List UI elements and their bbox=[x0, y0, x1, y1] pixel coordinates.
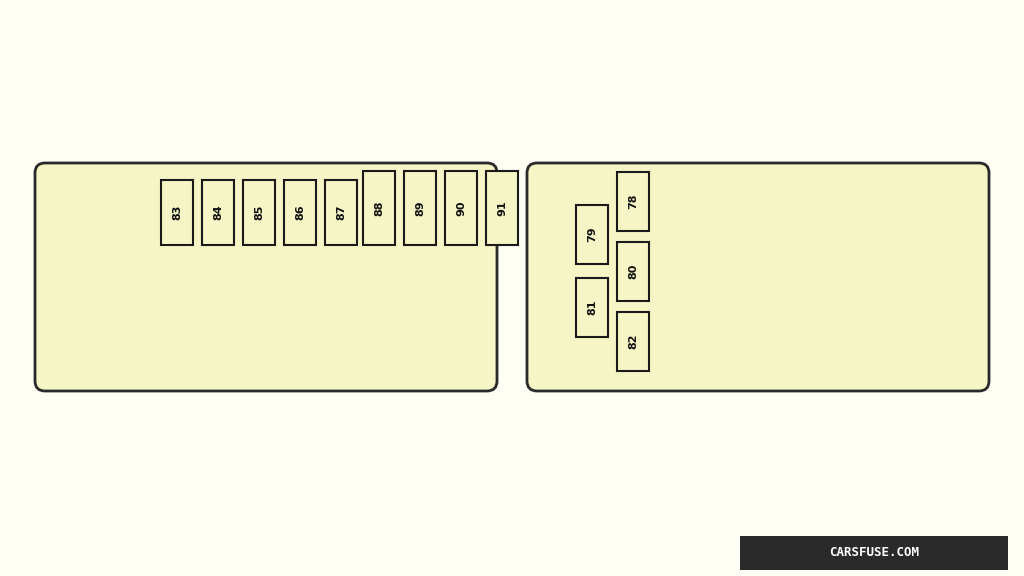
Text: 85: 85 bbox=[254, 205, 264, 220]
FancyBboxPatch shape bbox=[575, 205, 608, 264]
Text: 90: 90 bbox=[456, 200, 466, 216]
FancyBboxPatch shape bbox=[284, 180, 316, 245]
Text: 91: 91 bbox=[497, 200, 507, 216]
Text: 88: 88 bbox=[374, 200, 384, 216]
Text: CARSFUSE.COM: CARSFUSE.COM bbox=[829, 547, 919, 559]
Text: 78: 78 bbox=[628, 194, 638, 209]
Text: 87: 87 bbox=[336, 204, 346, 220]
FancyBboxPatch shape bbox=[740, 536, 1008, 570]
Text: 89: 89 bbox=[415, 200, 425, 216]
FancyBboxPatch shape bbox=[617, 172, 649, 231]
FancyBboxPatch shape bbox=[362, 171, 395, 245]
FancyBboxPatch shape bbox=[617, 242, 649, 301]
FancyBboxPatch shape bbox=[575, 278, 608, 337]
Text: 84: 84 bbox=[213, 204, 223, 220]
FancyBboxPatch shape bbox=[243, 180, 275, 245]
Text: 86: 86 bbox=[295, 204, 305, 220]
FancyBboxPatch shape bbox=[617, 312, 649, 371]
FancyBboxPatch shape bbox=[325, 180, 357, 245]
FancyBboxPatch shape bbox=[35, 163, 497, 391]
Text: 79: 79 bbox=[587, 227, 597, 242]
FancyBboxPatch shape bbox=[161, 180, 193, 245]
FancyBboxPatch shape bbox=[486, 171, 518, 245]
FancyBboxPatch shape bbox=[527, 163, 989, 391]
Text: 80: 80 bbox=[628, 264, 638, 279]
FancyBboxPatch shape bbox=[202, 180, 234, 245]
FancyBboxPatch shape bbox=[445, 171, 477, 245]
Text: 83: 83 bbox=[172, 205, 182, 220]
Text: 81: 81 bbox=[587, 300, 597, 315]
Text: 82: 82 bbox=[628, 334, 638, 349]
FancyBboxPatch shape bbox=[404, 171, 436, 245]
